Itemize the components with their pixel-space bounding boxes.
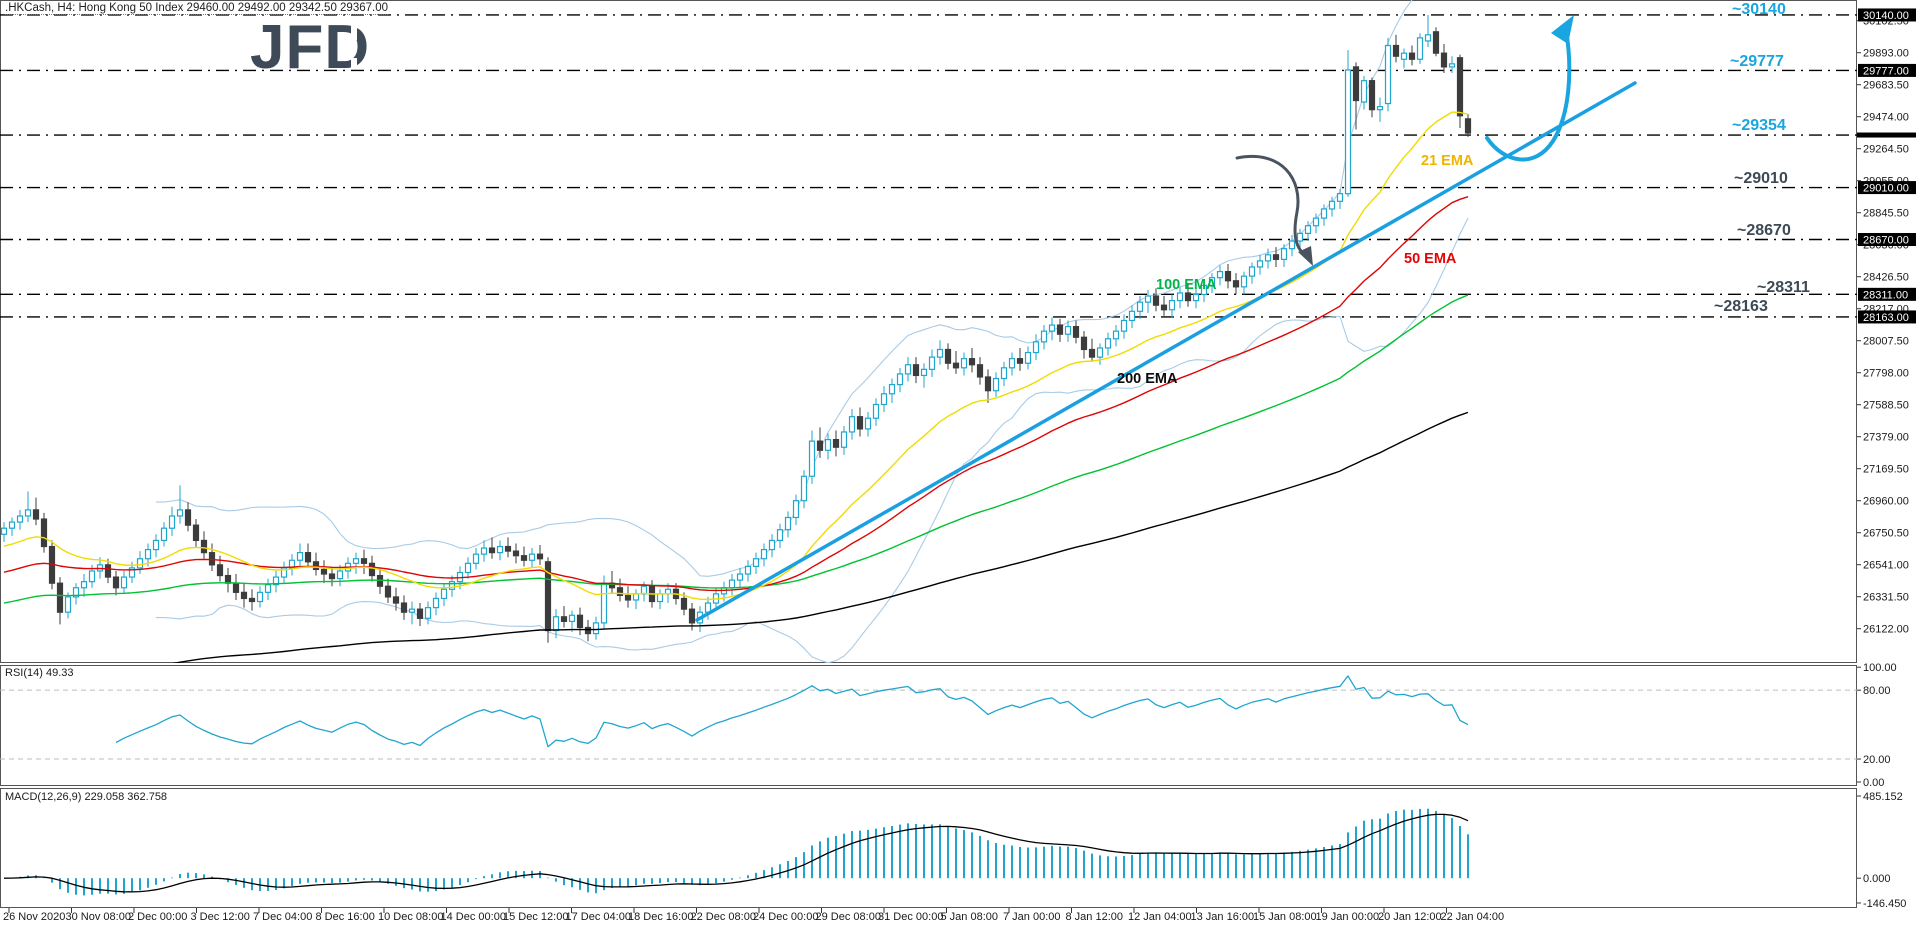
date-axis-label: 24 Dec 00:00 bbox=[753, 911, 818, 923]
level-axis-tag: 29010.00 bbox=[1863, 183, 1909, 195]
date-axis-label: 31 Dec 00:00 bbox=[878, 911, 943, 923]
price-axis-label: 28426.50 bbox=[1863, 272, 1909, 284]
rsi-axis-label: 0.00 bbox=[1863, 777, 1884, 789]
ema50-label: 50 EMA bbox=[1404, 251, 1457, 267]
date-axis-label: 8 Jan 12:00 bbox=[1066, 911, 1124, 923]
date-axis-label: 26 Nov 2020 bbox=[3, 911, 65, 923]
macd-axis-label: 0.000 bbox=[1863, 873, 1891, 885]
date-axis-label: 14 Dec 00:00 bbox=[441, 911, 506, 923]
price-axis-label: 26541.00 bbox=[1863, 560, 1909, 572]
price-axis-label: 26960.00 bbox=[1863, 496, 1909, 508]
ema21-label: 21 EMA bbox=[1421, 153, 1474, 169]
price-axis-label: 28007.50 bbox=[1863, 336, 1909, 348]
level-axis-tag: 29777.00 bbox=[1863, 65, 1909, 77]
price-axis-label: 26331.50 bbox=[1863, 592, 1909, 604]
macd-indicator-label: MACD(12,26,9) 229.058 362.758 bbox=[5, 791, 168, 803]
level-axis-tag: 30140.00 bbox=[1863, 10, 1909, 22]
rsi-axis-label: 80.00 bbox=[1863, 685, 1891, 697]
price-axis-label: 26122.00 bbox=[1863, 624, 1909, 636]
level-axis-tag: 28670.00 bbox=[1863, 235, 1909, 247]
level-label-29010: ~29010 bbox=[1734, 170, 1788, 187]
date-axis-label: 10 Dec 08:00 bbox=[378, 911, 443, 923]
date-axis-label: 2 Dec 00:00 bbox=[128, 911, 187, 923]
level-label-29777: ~29777 bbox=[1730, 53, 1784, 70]
price-axis-label: 27379.00 bbox=[1863, 432, 1909, 444]
date-axis-label: 20 Jan 12:00 bbox=[1378, 911, 1442, 923]
level-label-29354: ~29354 bbox=[1732, 117, 1786, 134]
gray-down-swoosh bbox=[1235, 155, 1313, 266]
logo-stencil-gap bbox=[351, 58, 357, 72]
symbol-title: .HKCash, H4: Hong Kong 50 Index 29460.00… bbox=[5, 2, 388, 15]
price-axis-label: 28845.50 bbox=[1863, 208, 1909, 220]
date-axis-label: 22 Dec 08:00 bbox=[691, 911, 756, 923]
level-axis-tag: 28163.00 bbox=[1863, 312, 1909, 324]
date-axis-label: 12 Jan 04:00 bbox=[1128, 911, 1192, 923]
price-axis-label: 27588.50 bbox=[1863, 400, 1909, 412]
level-label-30140: ~30140 bbox=[1732, 1, 1786, 18]
level-label-28670: ~28670 bbox=[1737, 222, 1791, 239]
date-axis-label: 22 Jan 04:00 bbox=[1441, 911, 1505, 923]
logo-stencil-gap bbox=[351, 22, 357, 40]
level-label-28311: ~28311 bbox=[1757, 279, 1810, 296]
macd-axis-label: -146.450 bbox=[1863, 898, 1906, 910]
date-axis-label: 30 Nov 08:00 bbox=[66, 911, 131, 923]
date-axis-label: 8 Dec 16:00 bbox=[316, 911, 375, 923]
level-label-28163: ~28163 bbox=[1714, 298, 1768, 315]
price-axis-label: 27169.50 bbox=[1863, 464, 1909, 476]
date-axis-label: 29 Dec 08:00 bbox=[816, 911, 881, 923]
price-axis-label: 29264.50 bbox=[1863, 144, 1909, 156]
macd-axis-label: 485.152 bbox=[1863, 791, 1903, 803]
date-axis-label: 7 Jan 00:00 bbox=[1003, 911, 1061, 923]
level-axis-tag: 28311.00 bbox=[1863, 289, 1908, 301]
ema200-label: 200 EMA bbox=[1117, 371, 1178, 387]
price-axis-label: 26750.50 bbox=[1863, 528, 1909, 540]
price-axis-label: 27798.00 bbox=[1863, 368, 1909, 380]
date-axis-label: 15 Jan 08:00 bbox=[1253, 911, 1317, 923]
date-axis-label: 15 Dec 12:00 bbox=[503, 911, 568, 923]
date-axis-label: 19 Jan 00:00 bbox=[1316, 911, 1380, 923]
price-axis-label: 29893.00 bbox=[1863, 48, 1909, 60]
price-axis-label: 29474.00 bbox=[1863, 112, 1909, 124]
date-axis-label: 7 Dec 04:00 bbox=[253, 911, 312, 923]
date-axis-label: 18 Dec 16:00 bbox=[628, 911, 693, 923]
ema100-label: 100 EMA bbox=[1156, 277, 1217, 293]
date-axis-label: 17 Dec 04:00 bbox=[566, 911, 631, 923]
rsi-axis-label: 20.00 bbox=[1863, 754, 1891, 766]
price-axis-label: 29683.50 bbox=[1863, 80, 1909, 92]
date-axis-label: 3 Dec 12:00 bbox=[191, 911, 250, 923]
rsi-axis-label: 100.00 bbox=[1863, 662, 1897, 674]
rsi-indicator-label: RSI(14) 49.33 bbox=[5, 667, 74, 679]
date-axis-label: 5 Jan 08:00 bbox=[941, 911, 999, 923]
cyan-up-swoosh bbox=[1485, 15, 1574, 162]
date-axis-label: 13 Jan 16:00 bbox=[1191, 911, 1255, 923]
